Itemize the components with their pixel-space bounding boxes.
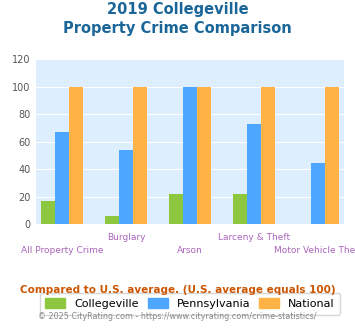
Bar	[55, 132, 69, 224]
Bar	[69, 87, 83, 224]
Bar	[311, 162, 324, 224]
Bar	[133, 87, 147, 224]
Text: Larceny & Theft: Larceny & Theft	[218, 233, 290, 242]
Bar	[41, 201, 55, 224]
Bar	[119, 150, 133, 224]
Bar	[324, 87, 339, 224]
Text: Property Crime Comparison: Property Crime Comparison	[63, 21, 292, 36]
Text: 2019 Collegeville: 2019 Collegeville	[107, 2, 248, 16]
Bar	[261, 87, 275, 224]
Bar	[169, 194, 183, 224]
Text: Motor Vehicle Theft: Motor Vehicle Theft	[274, 246, 355, 255]
Text: All Property Crime: All Property Crime	[21, 246, 104, 255]
Text: Compared to U.S. average. (U.S. average equals 100): Compared to U.S. average. (U.S. average …	[20, 285, 335, 295]
Bar	[233, 194, 247, 224]
Bar	[105, 216, 119, 224]
Text: © 2025 CityRating.com - https://www.cityrating.com/crime-statistics/: © 2025 CityRating.com - https://www.city…	[38, 312, 317, 321]
Text: Arson: Arson	[177, 246, 203, 255]
Bar	[247, 124, 261, 224]
Text: Burglary: Burglary	[107, 233, 145, 242]
Bar	[197, 87, 211, 224]
Bar	[183, 87, 197, 224]
Legend: Collegeville, Pennsylvania, National: Collegeville, Pennsylvania, National	[40, 293, 340, 314]
